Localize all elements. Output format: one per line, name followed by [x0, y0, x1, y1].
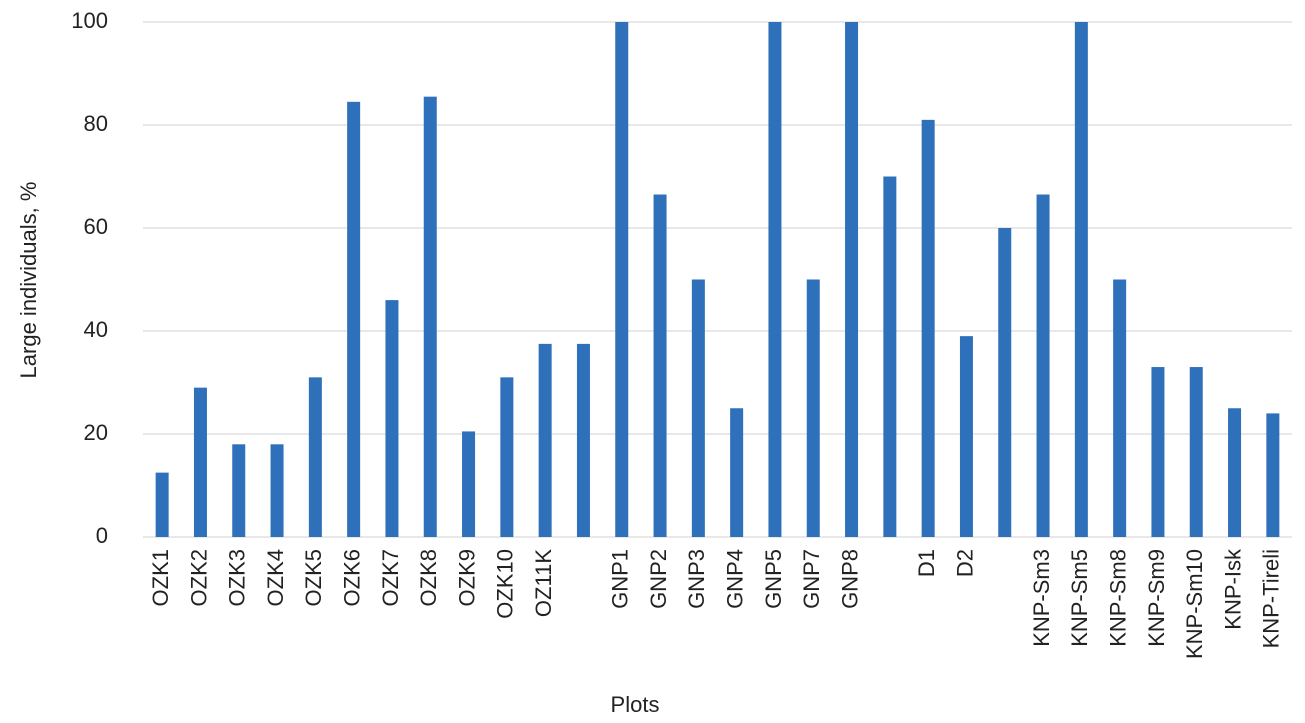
bar: [806, 279, 820, 537]
x-tick-label: KNP-Tireli: [1259, 549, 1284, 648]
bar: [691, 279, 705, 537]
bar: [1113, 279, 1127, 537]
x-tick-label: OZK6: [339, 549, 364, 606]
y-tick-label: 80: [84, 111, 108, 136]
x-tick-label: KNP-Sm9: [1144, 549, 1169, 647]
bar: [1074, 22, 1088, 537]
x-tick-label: OZK3: [225, 549, 250, 606]
x-tick-label: GNP2: [646, 549, 671, 609]
bar: [155, 472, 169, 537]
bar: [347, 101, 361, 537]
y-tick-label: 20: [84, 420, 108, 445]
x-tick-label: OZK9: [454, 549, 479, 606]
x-tick-label: OZK4: [263, 549, 288, 606]
bar: [576, 343, 590, 537]
bar: [232, 444, 246, 537]
bar: [768, 22, 782, 537]
bar: [1151, 367, 1165, 537]
x-tick-label: KNP-Sm5: [1067, 549, 1092, 647]
bar: [1036, 194, 1050, 537]
bar: [500, 377, 514, 537]
bar: [270, 444, 284, 537]
x-tick-label: GNP3: [684, 549, 709, 609]
bar: [423, 96, 437, 538]
y-tick-label: 60: [84, 214, 108, 239]
x-tick-label: GNP8: [837, 549, 862, 609]
bar: [845, 22, 859, 537]
x-tick-label: OZK10: [493, 549, 518, 619]
y-tick-label: 0: [96, 523, 108, 548]
bar: [385, 300, 399, 537]
y-tick-label: 100: [71, 8, 108, 33]
bar: [538, 343, 552, 537]
bar: [1266, 413, 1280, 537]
bar: [615, 22, 629, 537]
x-tick-label: KNP-Sm8: [1105, 549, 1130, 647]
x-axis-title: Plots: [611, 692, 660, 717]
bar: [998, 228, 1012, 537]
bar: [921, 119, 935, 537]
bar: [730, 408, 744, 537]
x-tick-label: GNP7: [799, 549, 824, 609]
x-tick-label: KNP-Isk: [1220, 548, 1245, 630]
x-tick-label: OZK1: [148, 549, 173, 606]
x-tick-label: D2: [952, 549, 977, 577]
x-tick-label: D1: [914, 549, 939, 577]
bar: [883, 176, 897, 537]
x-tick-label: OZK7: [378, 549, 403, 606]
bar: [959, 336, 973, 537]
bar: [1189, 367, 1203, 537]
x-tick-label: OZK8: [416, 549, 441, 606]
y-tick-label: 40: [84, 317, 108, 342]
bar: [653, 194, 667, 537]
x-tick-label: OZ11K: [531, 549, 556, 617]
bar: [193, 387, 207, 537]
bar: [308, 377, 322, 537]
bar: [462, 431, 476, 537]
y-axis-title: Large individuals, %: [16, 182, 41, 379]
x-tick-label: GNP4: [722, 549, 747, 609]
x-tick-label: OZK5: [301, 549, 326, 606]
bar: [1228, 408, 1242, 537]
x-tick-label: KNP-Sm3: [1029, 549, 1054, 647]
x-tick-label: GNP1: [608, 549, 633, 609]
x-tick-label: KNP-Sm10: [1182, 549, 1207, 659]
x-tick-label: GNP5: [761, 549, 786, 609]
x-tick-label: OZK2: [186, 549, 211, 606]
